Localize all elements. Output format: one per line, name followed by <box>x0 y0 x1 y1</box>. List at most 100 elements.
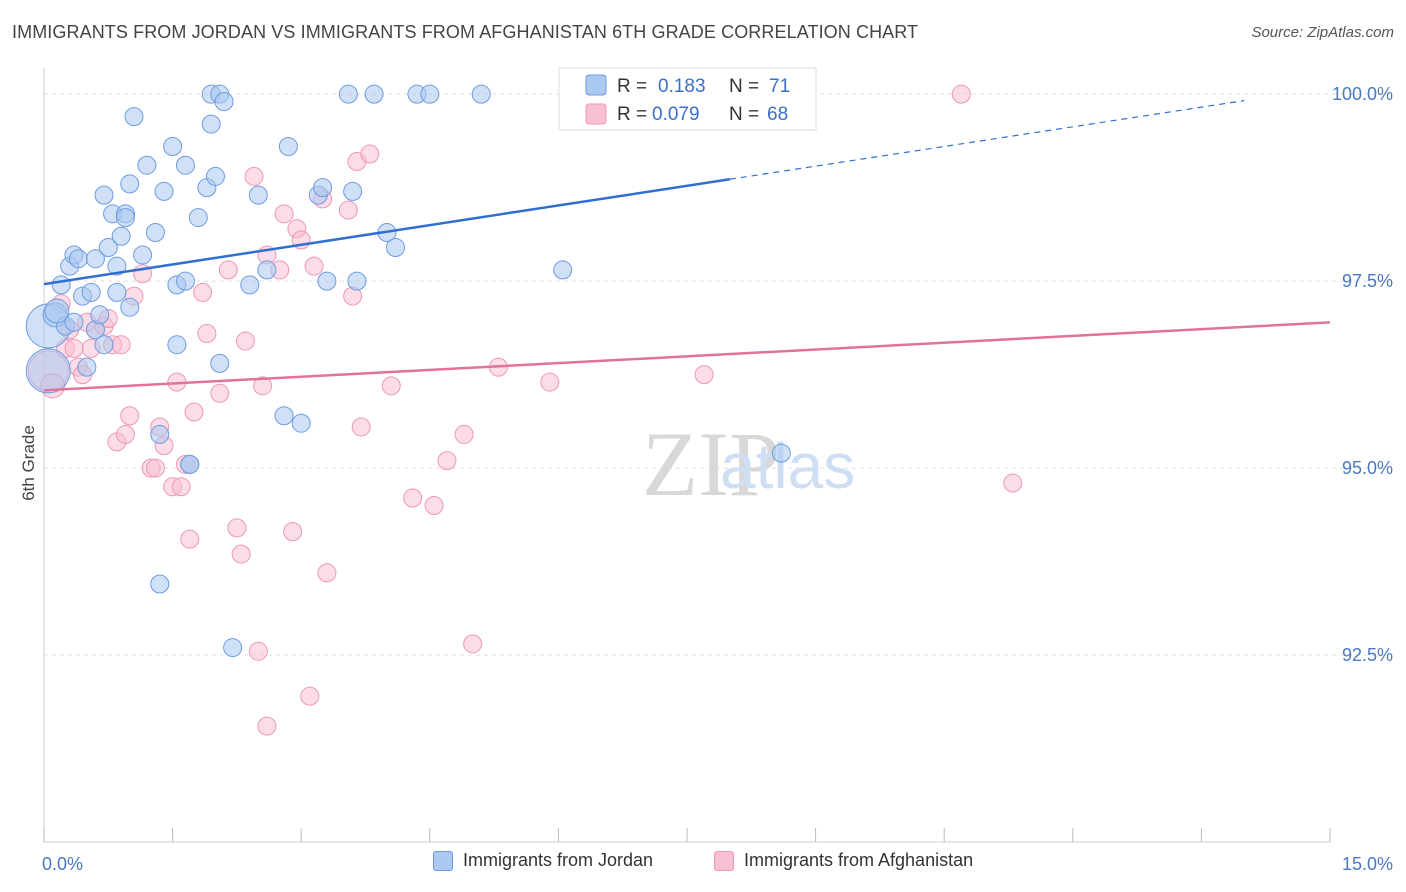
point-afghanistan-13 <box>111 335 131 355</box>
point-jordan-15 <box>94 335 114 355</box>
point-jordan-25 <box>120 174 140 194</box>
point-afghanistan-30 <box>210 383 230 403</box>
point-afghanistan-66 <box>64 338 84 358</box>
series-legend-swatch-afghanistan <box>714 850 734 871</box>
point-jordan-58 <box>338 84 358 104</box>
trend-line-jordan <box>43 178 731 286</box>
point-jordan-51 <box>257 260 277 280</box>
series-legend-label-afghanistan: Immigrants from Afghanistan <box>744 850 974 870</box>
point-afghanistan-57 <box>437 451 457 471</box>
source-credit: Source: ZipAtlas.com <box>1251 24 1394 41</box>
point-afghanistan-29 <box>197 323 217 343</box>
point-jordan-17 <box>98 237 118 257</box>
point-jordan-8 <box>68 249 88 269</box>
point-jordan-1 <box>25 348 71 394</box>
watermark-atlas: atlas <box>720 430 855 502</box>
legend-swatch-afghanistan <box>585 103 607 125</box>
point-jordan-28 <box>137 155 157 175</box>
y-tick-labels: 100.0% 97.5% 95.0% 92.5% <box>1332 84 1393 665</box>
point-afghanistan-53 <box>360 144 380 164</box>
point-jordan-46 <box>210 353 230 373</box>
point-jordan-21 <box>111 226 131 246</box>
point-jordan-65 <box>420 84 440 104</box>
point-jordan-36 <box>175 155 195 175</box>
point-afghanistan-59 <box>463 634 483 654</box>
series-legend-jordan[interactable]: Immigrants from Jordan <box>433 850 653 871</box>
point-jordan-70 <box>44 298 70 324</box>
point-afghanistan-34 <box>235 331 255 351</box>
point-jordan-14 <box>90 305 110 325</box>
point-afghanistan-15 <box>120 406 140 426</box>
point-afghanistan-14 <box>115 424 135 444</box>
series-legend-swatch-jordan <box>433 850 453 871</box>
point-jordan-59 <box>343 181 363 201</box>
point-jordan-20 <box>107 282 127 302</box>
point-afghanistan-35 <box>244 166 264 186</box>
point-jordan-3 <box>51 275 71 295</box>
point-jordan-61 <box>364 84 384 104</box>
point-jordan-27 <box>133 245 153 265</box>
point-afghanistan-27 <box>184 402 204 422</box>
point-afghanistan-61 <box>540 372 560 392</box>
y-axis-title: 6th Grade <box>19 425 38 501</box>
point-jordan-33 <box>163 137 183 157</box>
point-jordan-57 <box>317 271 337 291</box>
point-jordan-16 <box>94 185 114 205</box>
point-afghanistan-41 <box>274 204 294 224</box>
point-afghanistan-58 <box>454 424 474 444</box>
point-afghanistan-63 <box>694 365 714 385</box>
legend-r-label-jordan: R = <box>617 76 647 97</box>
point-jordan-47 <box>214 92 234 112</box>
axes <box>43 68 1331 843</box>
point-jordan-40 <box>188 208 208 228</box>
series-legend-label-jordan: Immigrants from Jordan <box>463 850 654 870</box>
point-afghanistan-24 <box>171 477 191 497</box>
point-jordan-50 <box>248 185 268 205</box>
point-afghanistan-28 <box>193 282 213 302</box>
point-jordan-32 <box>154 181 174 201</box>
point-afghanistan-48 <box>317 563 337 583</box>
point-jordan-53 <box>278 137 298 157</box>
stats-legend: R = 0.183 N = 71 R = 0.079 N = 68 <box>558 67 817 131</box>
point-jordan-48 <box>223 638 243 658</box>
point-jordan-63 <box>386 237 406 257</box>
chart-title: IMMIGRANTS FROM JORDAN VS IMMIGRANTS FRO… <box>12 22 919 42</box>
point-jordan-56 <box>313 178 333 198</box>
point-jordan-26 <box>124 107 144 127</box>
point-jordan-39 <box>180 454 200 474</box>
point-afghanistan-52 <box>351 417 371 437</box>
point-afghanistan-45 <box>300 686 320 706</box>
point-jordan-54 <box>291 413 311 433</box>
point-jordan-23 <box>115 208 135 228</box>
point-jordan-37 <box>175 271 195 291</box>
trend-lines <box>43 99 1331 392</box>
point-afghanistan-33 <box>231 544 251 564</box>
point-jordan-67 <box>553 260 573 280</box>
legend-r-value-jordan: 0.183 <box>658 76 706 97</box>
point-jordan-68 <box>771 443 791 463</box>
point-afghanistan-54 <box>381 376 401 396</box>
series-afghanistan-points <box>27 84 1023 736</box>
point-afghanistan-55 <box>403 488 423 508</box>
point-jordan-44 <box>205 166 225 186</box>
point-afghanistan-26 <box>180 529 200 549</box>
point-afghanistan-56 <box>424 495 444 515</box>
legend-r-label-afghanistan: R = <box>617 104 647 125</box>
legend-swatch-jordan <box>585 74 607 96</box>
legend-n-label-afghanistan: N = <box>729 104 759 125</box>
legend-r-value-afghanistan: 0.079 <box>652 104 700 125</box>
point-afghanistan-49 <box>338 200 358 220</box>
y-tick-label-0: 100.0% <box>1332 84 1393 104</box>
watermark-zip: ZIP <box>642 413 780 515</box>
point-afghanistan-36 <box>248 641 268 661</box>
point-afghanistan-64 <box>951 84 971 104</box>
point-afghanistan-31 <box>218 260 238 280</box>
y-tick-label-2: 95.0% <box>1342 458 1393 478</box>
point-afghanistan-39 <box>257 716 277 736</box>
y-tick-label-1: 97.5% <box>1342 271 1393 291</box>
point-jordan-34 <box>167 335 187 355</box>
legend-n-label-jordan: N = <box>729 76 759 97</box>
series-legend: Immigrants from Jordan Immigrants from A… <box>0 850 1406 880</box>
series-legend-afghanistan[interactable]: Immigrants from Afghanistan <box>714 850 973 871</box>
